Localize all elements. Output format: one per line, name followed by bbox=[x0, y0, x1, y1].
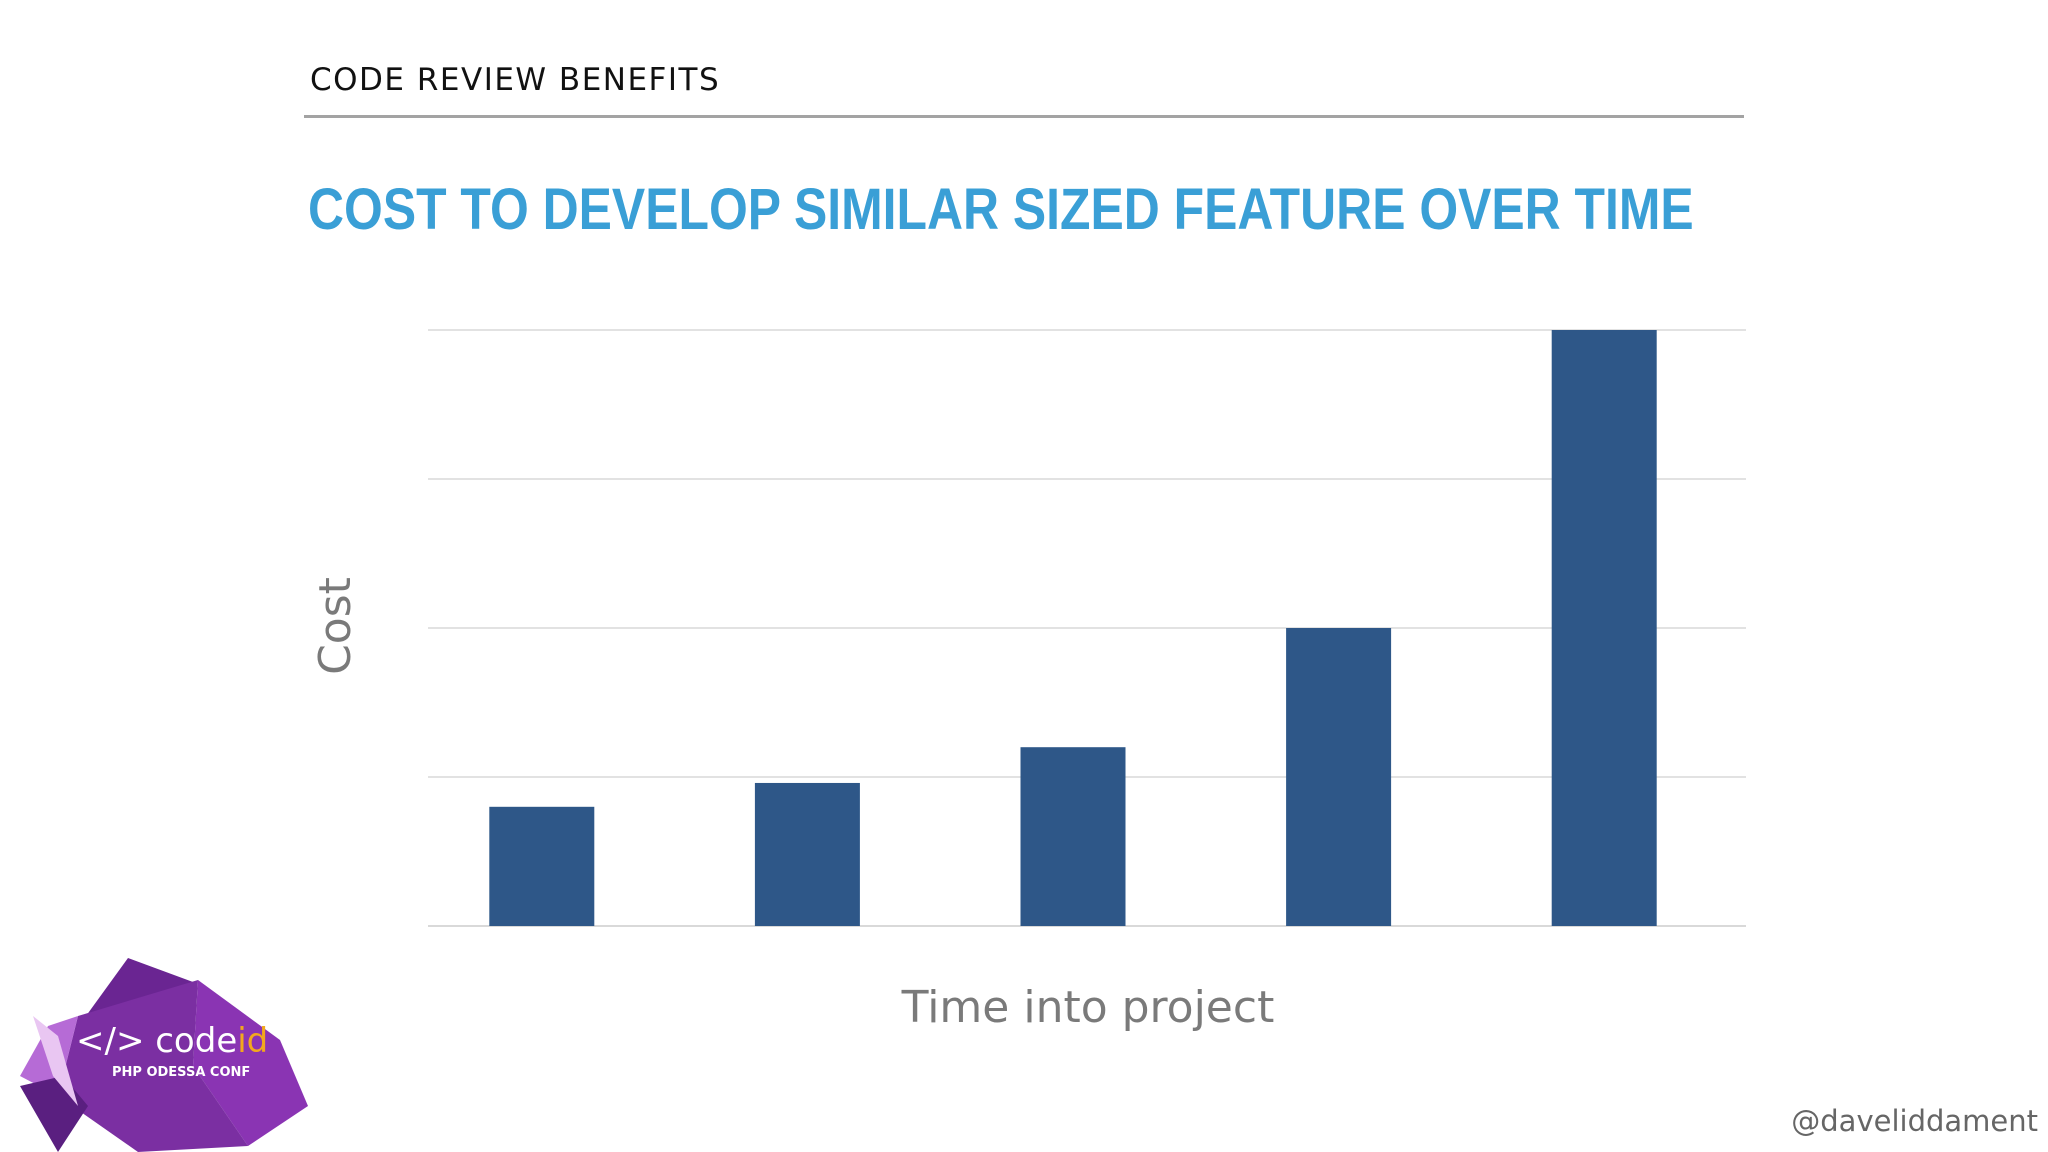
logo-facet-right bbox=[193, 980, 308, 1146]
logo-wordmark-accent: id bbox=[237, 1021, 268, 1061]
bar bbox=[1286, 628, 1392, 926]
header-divider bbox=[304, 115, 1744, 118]
bar bbox=[489, 806, 595, 926]
slide-title: COST TO DEVELOP SIMILAR SIZED FEATURE OV… bbox=[308, 177, 1694, 242]
bar bbox=[754, 782, 860, 926]
logo-subtitle: PHP ODESSA CONF bbox=[112, 1065, 250, 1080]
section-title: CODE REVIEW BENEFITS bbox=[310, 62, 721, 98]
x-axis-label: Time into project bbox=[901, 982, 1275, 1033]
logo-facet-center bbox=[58, 980, 248, 1152]
y-axis-label: Cost bbox=[310, 577, 361, 675]
bar bbox=[1020, 747, 1126, 926]
bar-chart: Cost Time into project bbox=[310, 329, 1746, 1033]
logo-wordmark: </> codeid bbox=[76, 1021, 268, 1061]
bar bbox=[1551, 330, 1657, 926]
code-id-logo: </> codeid PHP ODESSA CONF bbox=[20, 958, 308, 1152]
logo-facet-shard bbox=[33, 1016, 78, 1106]
bars bbox=[489, 330, 1657, 926]
author-handle: @daveliddament bbox=[1791, 1104, 2038, 1138]
logo-wordmark-main: </> code bbox=[76, 1021, 237, 1061]
